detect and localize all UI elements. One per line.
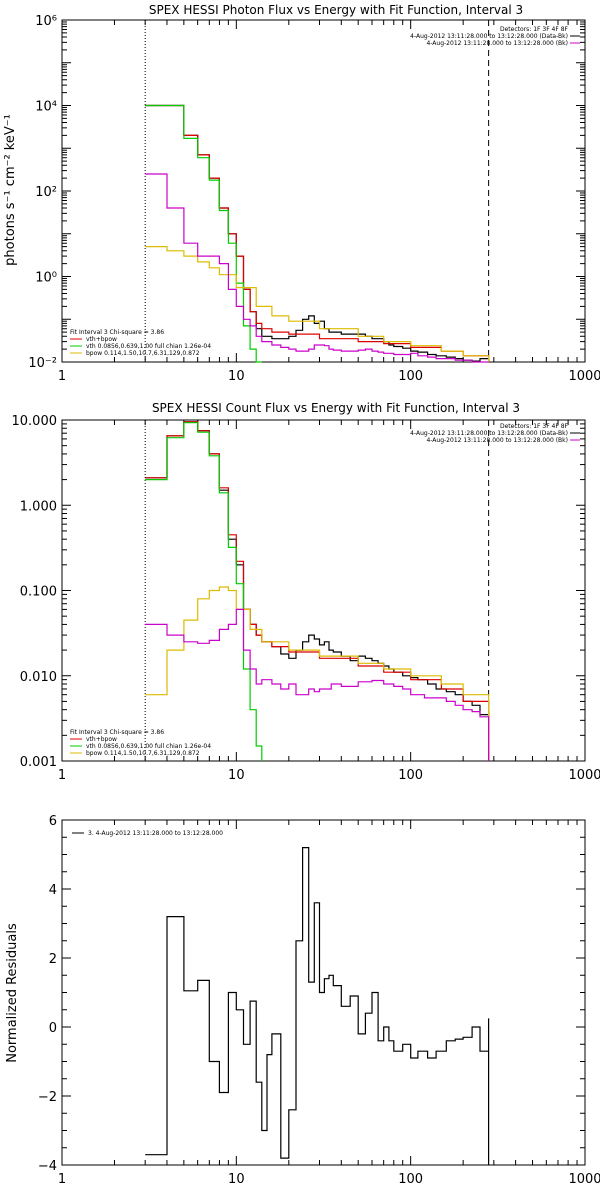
count-flux-panel: SPEX HESSI Count Flux vs Energy with Fit…	[12, 401, 600, 783]
y-tick-label: 4	[49, 883, 57, 898]
series-line	[145, 173, 489, 363]
x-tick-label: 100	[398, 768, 423, 783]
legend-fit-interval: Fit Interval 3 Chi-square = 3.86	[70, 729, 164, 736]
legend-bottom-left: Fit Interval 3 Chi-square = 3.86 vth+bpo…	[70, 329, 211, 357]
x-tick-label: 1	[58, 369, 66, 384]
residuals-panel: Normalized Residuals 3. 4-Aug-2012 13:11…	[5, 814, 600, 1187]
y-axis-label: Normalized Residuals	[5, 923, 20, 1063]
legend-vth: vth 0.0856,0.639,1.00 full chian 1.26e-0…	[86, 343, 211, 350]
chart-title: SPEX HESSI Count Flux vs Energy with Fit…	[152, 401, 520, 415]
series-line	[145, 586, 490, 761]
y-tick-label: 2	[49, 952, 57, 967]
y-tick-label: −4	[38, 1159, 57, 1174]
x-tick-label: 10	[228, 369, 245, 384]
x-tick-label: 1000	[568, 1172, 600, 1187]
y-tick-label: 0.100	[20, 585, 57, 600]
legend-total-fit: vth+bpow	[86, 336, 117, 343]
series-line	[145, 104, 490, 362]
legend-detectors: Detectors: 1F 3F 4F 8F	[500, 423, 569, 430]
legend-bpow: bpow 0.114,1.50,10.7,6.31,129,0.872	[86, 350, 200, 357]
y-tick-label: 0.001	[20, 755, 57, 770]
series-line	[145, 104, 262, 363]
x-tick-label: 100	[398, 1172, 423, 1187]
legend-total-fit: vth+bpow	[86, 736, 117, 743]
series-line	[145, 421, 490, 761]
series-line	[145, 847, 490, 1165]
legend-residuals: 3. 4-Aug-2012 13:11:28.000 to 13:12:28.0…	[88, 830, 223, 837]
y-tick-label: 1.000	[20, 499, 57, 514]
y-tick-label: 10.000	[12, 414, 58, 429]
y-tick-label: 0	[49, 1021, 57, 1036]
x-tick-label: 1000	[568, 369, 600, 384]
y-tick-label: −2	[38, 1090, 57, 1105]
chart-title: SPEX HESSI Photon Flux vs Energy with Fi…	[149, 3, 523, 17]
legend-fit-interval: Fit Interval 3 Chi-square = 3.86	[70, 329, 164, 336]
legend-bottom-left: Fit Interval 3 Chi-square = 3.86 vth+bpo…	[70, 729, 211, 757]
y-tick-label: 0.010	[20, 670, 57, 685]
legend-top-left: 3. 4-Aug-2012 13:11:28.000 to 13:12:28.0…	[72, 830, 223, 837]
y-tick-label: 10⁻²	[28, 356, 57, 371]
legend-bpow: bpow 0.114,1.50,10.7,6.31,129,0.872	[86, 750, 200, 757]
y-axis-label: photons s⁻¹ cm⁻² keV⁻¹	[3, 114, 18, 266]
x-tick-label: 100	[398, 369, 423, 384]
plot-frame	[61, 419, 586, 762]
series-line	[145, 422, 263, 761]
legend-detectors: Detectors: 1F 3F 4F 8F	[500, 26, 569, 33]
series-line	[145, 608, 490, 761]
x-tick-label: 1000	[568, 768, 600, 783]
legend-bk: 4-Aug-2012 13:11:28.000 to 13:12:28.000 …	[426, 40, 568, 47]
legend-vth: vth 0.0856,0.639,1.00 full chian 1.26e-0…	[86, 743, 211, 750]
y-tick-label: 10⁴	[35, 100, 57, 115]
y-tick-label: 10⁰	[35, 271, 57, 286]
x-tick-label: 10	[228, 768, 245, 783]
legend-top-right: Detectors: 1F 3F 4F 8F 4-Aug-2012 13:11:…	[410, 423, 580, 444]
legend-bk: 4-Aug-2012 13:11:28.000 to 13:12:28.000 …	[426, 437, 568, 444]
y-tick-label: 10²	[35, 185, 57, 200]
legend-top-right: Detectors: 1F 3F 4F 8F 4-Aug-2012 13:11:…	[410, 26, 580, 47]
y-tick-label: 6	[49, 814, 57, 829]
x-tick-label: 1	[58, 1172, 66, 1187]
photon-flux-panel: SPEX HESSI Photon Flux vs Energy with Fi…	[3, 3, 600, 384]
y-tick-label: 10⁶	[35, 14, 57, 29]
series-line	[145, 421, 490, 761]
series-line	[145, 246, 490, 362]
legend-data-bk: 4-Aug-2012 13:11:28.000 to 13:12:28.000 …	[410, 33, 568, 40]
x-tick-label: 1	[58, 768, 66, 783]
x-tick-label: 10	[228, 1172, 245, 1187]
plot-frame	[61, 19, 586, 363]
